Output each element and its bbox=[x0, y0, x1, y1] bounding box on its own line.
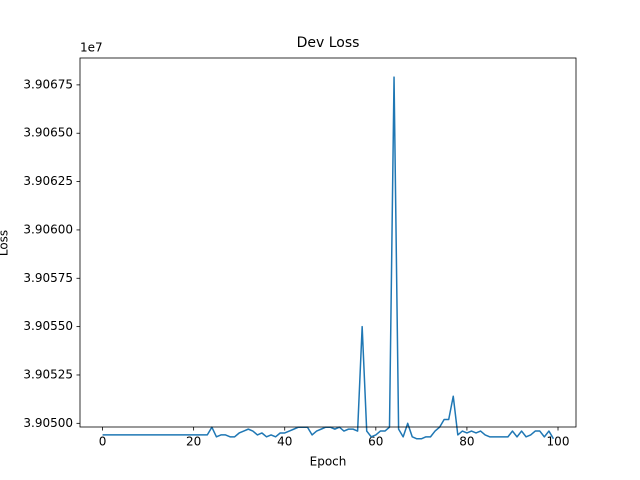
y-axis-label: Loss bbox=[0, 230, 11, 256]
y-tick-label: 3.90575 bbox=[23, 271, 73, 285]
chart-title: Dev Loss bbox=[297, 35, 360, 51]
x-tick-label: 40 bbox=[277, 435, 292, 449]
y-tick-label: 3.90525 bbox=[23, 367, 73, 381]
x-tick-label: 0 bbox=[99, 435, 107, 449]
x-tick-label: 80 bbox=[459, 435, 474, 449]
plot-frame bbox=[79, 57, 577, 428]
y-tick-label: 3.90600 bbox=[23, 222, 73, 236]
x-axis-label: Epoch bbox=[310, 455, 347, 469]
y-tick-label: 3.90550 bbox=[23, 319, 73, 333]
x-tick-label: 100 bbox=[547, 435, 570, 449]
y-offset-label: 1e7 bbox=[80, 41, 103, 55]
x-tick-label: 60 bbox=[368, 435, 383, 449]
y-tick-label: 3.90675 bbox=[23, 77, 73, 91]
y-tick-label: 3.90500 bbox=[23, 416, 73, 430]
y-tick-label: 3.90625 bbox=[23, 174, 73, 188]
x-tick-label: 20 bbox=[186, 435, 201, 449]
y-tick-label: 3.90650 bbox=[23, 126, 73, 140]
